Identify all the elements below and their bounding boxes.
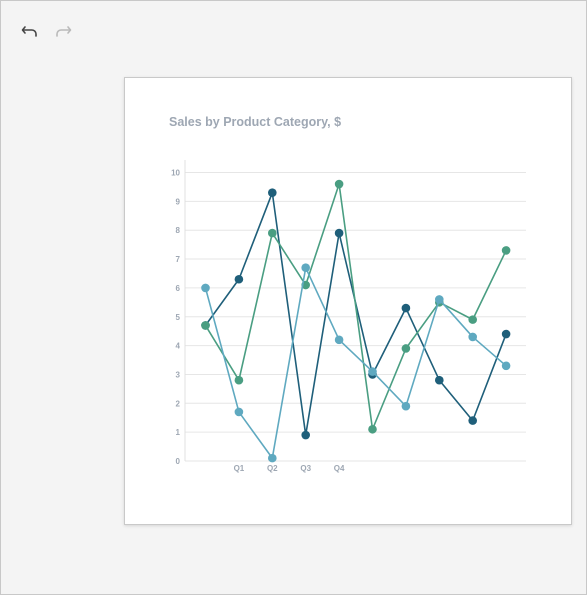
data-point[interactable] [268,228,277,238]
data-point[interactable] [368,424,377,434]
line-chart: 0 1 2 3 4 5 6 7 8 9 10 Q1 Q2 Q3 Q4 [171,160,526,473]
axis: 0 1 2 3 4 5 6 7 8 9 10 Q1 Q2 Q3 Q4 [171,160,345,473]
data-point[interactable] [268,453,277,463]
x-tick-label: Q1 [234,464,245,473]
grid-lines [185,172,526,462]
data-point[interactable] [401,401,411,411]
series-line [204,183,507,431]
x-tick-label: Q3 [300,464,311,473]
undo-button[interactable] [19,21,41,41]
y-tick-label: 7 [176,255,181,264]
y-tick-label: 1 [176,428,181,437]
y-tick-label: 10 [171,169,180,178]
data-point[interactable] [301,263,310,273]
data-point[interactable] [234,407,244,417]
data-point[interactable] [268,188,277,197]
undo-icon [21,26,37,37]
data-point[interactable] [435,295,444,304]
data-point[interactable] [401,303,411,313]
y-tick-label: 0 [176,457,181,466]
data-point[interactable] [468,315,478,324]
y-tick-label: 2 [176,399,181,408]
data-point[interactable] [334,335,344,345]
series-1 [201,179,511,434]
chart-card: Sales by Product Category, $ 0 1 2 3 4 5 6 7 8 9 1… [124,77,572,525]
chart-title: Sales by Product Category, $ [169,115,342,129]
data-point[interactable] [368,367,377,376]
series-line [204,266,507,459]
redo-icon [56,26,72,37]
x-tick-label: Q4 [334,464,345,473]
series-layer [201,179,511,463]
data-point[interactable] [468,332,478,342]
data-point[interactable] [501,329,511,339]
data-point[interactable] [501,246,511,255]
data-point[interactable] [401,344,411,353]
data-point[interactable] [301,430,310,440]
data-point[interactable] [234,375,244,385]
x-tick-label: Q2 [267,464,278,473]
data-point[interactable] [501,361,511,371]
y-tick-label: 3 [176,370,181,379]
redo-button[interactable] [52,21,74,41]
data-point[interactable] [435,375,444,385]
data-point[interactable] [468,416,478,425]
data-point[interactable] [201,283,210,293]
y-tick-label: 4 [176,342,181,351]
y-tick-label: 9 [176,197,181,206]
series-0 [201,188,511,440]
y-tick-label: 6 [176,284,181,293]
series-2 [201,263,511,463]
data-point[interactable] [234,274,244,284]
data-point[interactable] [334,179,344,189]
data-point[interactable] [334,228,344,238]
y-tick-label: 8 [176,226,181,235]
data-point[interactable] [201,321,210,330]
y-tick-label: 5 [176,313,181,322]
